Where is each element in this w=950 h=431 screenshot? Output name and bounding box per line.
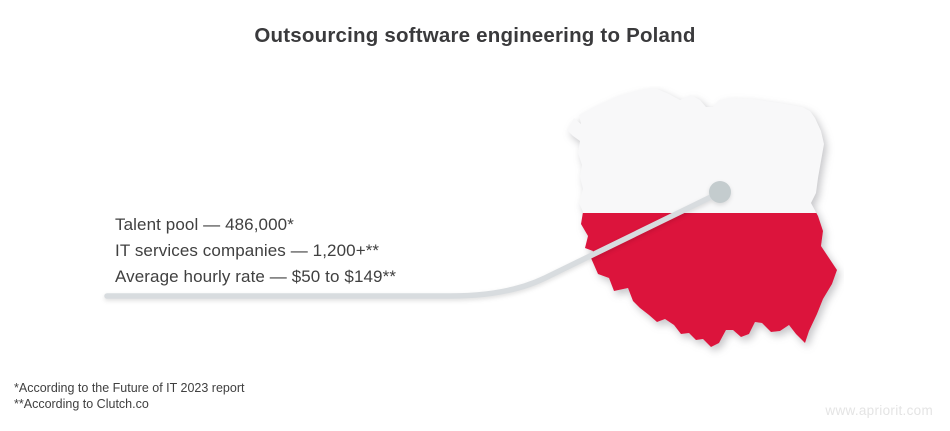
poland-map xyxy=(567,88,837,347)
stat-talent-pool: Talent pool — 486,000* xyxy=(115,215,294,234)
footnote-future-of-it: *According to the Future of IT 2023 repo… xyxy=(14,381,245,395)
stats-block: Talent pool — 486,000* IT services compa… xyxy=(115,212,396,290)
footnotes-block: *According to the Future of IT 2023 repo… xyxy=(14,381,244,412)
watermark: www.apriorit.com xyxy=(825,403,933,418)
footnote-clutch: **According to Clutch.co xyxy=(14,396,149,411)
flag-red-region xyxy=(567,213,837,347)
page-title: Outsourcing software engineering to Pola… xyxy=(254,24,696,47)
stat-average-hourly-rate: Average hourly rate — $50 to $149** xyxy=(115,267,397,286)
stat-it-services-companies: IT services companies — 1,200+** xyxy=(115,241,380,260)
